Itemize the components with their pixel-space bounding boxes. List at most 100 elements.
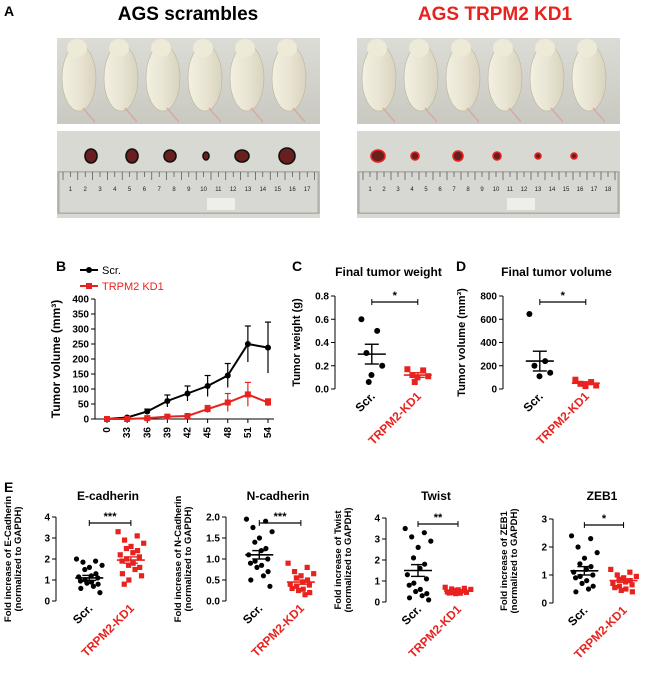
category-label-scr: Scr. — [565, 603, 590, 628]
chart-d-y-label: Tumor volume (mm³) — [456, 288, 468, 397]
data-point-kd1 — [616, 583, 622, 589]
mouse-head — [277, 39, 297, 57]
ruler-label: 3 — [98, 187, 102, 193]
mouse-tail — [124, 107, 138, 123]
mouse-head — [367, 39, 387, 57]
data-point-kd1 — [302, 592, 308, 598]
data-point-kd1 — [265, 399, 271, 406]
chart-e1-y-label-line: (normalized to GAPDH) — [13, 506, 24, 611]
data-point-scr — [99, 562, 105, 568]
chart-b-y-tick-label: 350 — [72, 310, 89, 321]
data-point-kd1 — [463, 589, 470, 595]
ruler-label: 7 — [158, 187, 162, 193]
ruler-label: 9 — [480, 187, 484, 193]
data-point-kd1 — [134, 548, 141, 554]
ruler-label: 10 — [200, 187, 207, 193]
data-point-kd1 — [123, 545, 129, 552]
chart-e3: Twist 0 1 2 3 4 Fold increase of Twist(normali… — [333, 489, 474, 661]
data-point-kd1 — [593, 382, 600, 389]
data-point-scr — [78, 585, 84, 592]
data-point-scr — [252, 558, 258, 564]
chart-e2-y-tick-label: 1.5 — [206, 534, 220, 545]
data-point-kd1 — [629, 582, 635, 588]
data-point-kd1 — [293, 575, 299, 581]
data-point-kd1 — [287, 581, 293, 587]
data-point-kd1 — [134, 533, 140, 539]
chart-e3-y-tick-label: 3 — [374, 535, 380, 546]
data-point-kd1 — [468, 586, 474, 592]
data-point-scr — [82, 566, 88, 573]
data-point-kd1 — [453, 591, 459, 597]
chart-d-y-tick-label: 200 — [480, 361, 497, 372]
ruler-label: 10 — [493, 187, 500, 193]
data-point-kd1 — [629, 589, 635, 595]
data-point-scr — [267, 583, 273, 589]
chart-b-x-tick-label: 45 — [203, 427, 214, 439]
data-point-scr — [406, 595, 413, 601]
data-point-scr — [97, 590, 103, 596]
photo-mice-scrambles — [57, 38, 320, 124]
data-point-kd1 — [612, 585, 618, 591]
chart-e2-y-tick-label: 0.5 — [206, 576, 220, 587]
ruler-label: 8 — [466, 187, 470, 193]
ruler-label: 14 — [259, 187, 266, 193]
data-point-scr — [93, 558, 99, 564]
chart-d-y-tick-label: 400 — [480, 338, 497, 349]
chart-e4-y-tick-label: 3 — [541, 515, 547, 526]
data-point-scr — [263, 518, 269, 524]
photo-tumors-scrambles: 1 2 3 4 5 6 7 8 9 10 11 12 13 14 15 16 17 — [57, 131, 320, 218]
data-point-kd1 — [119, 558, 125, 564]
chart-e2-y-tick-label: 0.0 — [206, 597, 220, 608]
data-point-kd1 — [136, 554, 142, 560]
data-point-scr — [426, 597, 432, 603]
ruler-label: 5 — [424, 187, 428, 193]
ruler-label: 5 — [128, 187, 132, 193]
data-point-scr — [252, 539, 258, 545]
data-point-kd1 — [304, 564, 310, 570]
significance-label: ** — [434, 512, 443, 524]
data-point-kd1 — [137, 564, 143, 570]
data-point-kd1 — [289, 585, 295, 591]
category-label-scr: Scr. — [70, 601, 95, 626]
data-point-kd1 — [442, 584, 448, 590]
ruler-label: 7 — [452, 187, 456, 193]
data-point-scr — [265, 569, 271, 575]
data-point-scr — [568, 533, 575, 539]
chart-b-y-tick-label: 50 — [78, 400, 90, 411]
data-point-scr — [73, 556, 80, 562]
chart-e3-y-tick-label: 2 — [374, 556, 380, 567]
mouse-head — [151, 39, 171, 57]
chart-e1-y-tick-label: 2 — [44, 555, 50, 566]
ruler-label: 1 — [368, 187, 372, 193]
data-point-kd1 — [300, 586, 306, 592]
data-point-kd1 — [294, 583, 300, 589]
data-point-kd1 — [126, 577, 132, 583]
data-point-scr — [77, 578, 84, 584]
data-point-scr — [379, 362, 386, 369]
data-point-scr — [374, 327, 381, 334]
data-point-kd1 — [457, 590, 463, 596]
mouse-head — [493, 39, 513, 57]
data-point-scr — [86, 564, 93, 571]
data-point-scr — [259, 562, 265, 568]
significance-label: *** — [104, 511, 118, 523]
chart-b-x-tick-label: 54 — [263, 427, 274, 439]
chart-b: 0 50 100 150 200 250 300 350 400 0 33 36 39 42 45 48 51 5… — [49, 265, 274, 438]
chart-e2-y-label: Fold increase of N-Cadherin(normalized t… — [173, 495, 194, 622]
ruler-glare — [207, 198, 235, 210]
data-point-scr — [585, 586, 592, 592]
chart-e3-y-label-line: (normalized to GAPDH) — [343, 507, 354, 612]
mouse-tail — [382, 107, 396, 123]
ruler-label: 16 — [289, 187, 296, 193]
data-point-kd1 — [298, 573, 304, 579]
data-point-kd1 — [582, 383, 589, 390]
data-point-scr — [404, 572, 410, 578]
mouse-head — [67, 39, 87, 57]
data-point-scr — [413, 588, 419, 595]
chart-e2-y-tick-label: 1.0 — [206, 555, 220, 566]
data-point-scr — [573, 589, 579, 595]
chart-title: N-cadherin — [247, 489, 310, 503]
data-point-kd1 — [125, 562, 132, 568]
data-point-kd1 — [141, 540, 147, 546]
data-point-scr — [590, 572, 596, 578]
